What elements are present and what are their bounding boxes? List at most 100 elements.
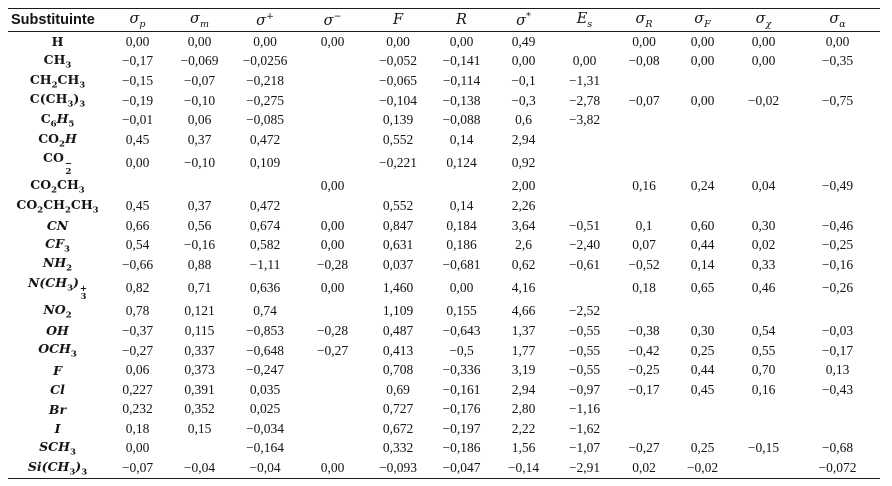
value-cell: 0,65 bbox=[690, 280, 715, 296]
substituent-label: C(CH3)3 bbox=[29, 91, 86, 110]
value-cell: −0,10 bbox=[183, 92, 216, 108]
value-cell: −0,04 bbox=[249, 460, 281, 476]
value-cell: 2,94 bbox=[511, 131, 536, 147]
value-cell: −0,37 bbox=[121, 322, 154, 338]
value-cell: 0,00 bbox=[320, 178, 345, 194]
value-cell: 0,37 bbox=[187, 131, 212, 147]
value-cell bbox=[795, 130, 880, 150]
value-cell: −2,52 bbox=[568, 303, 601, 319]
value-cell: −0,069 bbox=[180, 53, 219, 69]
value-cell: 0,391 bbox=[184, 381, 215, 397]
table-row: Br 0,232 0,352 0,025 0,727 −0,176 2,80 −1,16 bbox=[8, 400, 880, 420]
column-header-substituent: Substituinte bbox=[8, 8, 107, 32]
value-cell: 0,46 bbox=[751, 280, 776, 296]
substituent-label: N(CH3) +3 bbox=[27, 274, 88, 303]
value-cell: 0,227 bbox=[122, 381, 153, 397]
value-cell bbox=[430, 177, 493, 197]
column-header-sigma-plus: σ+ bbox=[231, 8, 299, 32]
value-cell: −0,28 bbox=[316, 322, 349, 338]
value-cell: −0,643 bbox=[442, 322, 481, 338]
table-row: OH −0,37 0,115 −0,853 −0,28 0,487 −0,643 1,37 −0… bbox=[8, 321, 880, 341]
value-cell: 0,025 bbox=[249, 401, 281, 417]
value-cell: 0,631 bbox=[382, 237, 414, 253]
value-cell: −0,275 bbox=[246, 92, 284, 108]
substituent-label: CO −2 bbox=[43, 149, 72, 178]
value-cell: −0,247 bbox=[246, 362, 284, 378]
value-cell bbox=[673, 419, 732, 439]
substituent-label: OH bbox=[46, 323, 69, 339]
value-cell: 2,22 bbox=[511, 420, 536, 436]
column-header-sigma-m: σm bbox=[168, 8, 231, 32]
value-cell: −0,68 bbox=[821, 440, 854, 456]
value-cell: 2,6 bbox=[515, 237, 532, 253]
value-cell bbox=[732, 419, 795, 439]
value-cell: −0,17 bbox=[121, 53, 154, 69]
value-cell: 1,109 bbox=[382, 303, 414, 319]
table-row: CO2CH3 0,00 2,00 0,16 0,24 0,04 −0,49 bbox=[8, 177, 880, 197]
table-row: SCH3 0,00 −0,164 0,332 −0,186 1,56 −1,07 −0,27 0… bbox=[8, 439, 880, 459]
value-cell: 0,00 bbox=[125, 33, 150, 49]
value-cell: −0,164 bbox=[246, 440, 284, 456]
value-cell bbox=[795, 150, 880, 177]
value-cell: −0,221 bbox=[379, 155, 417, 171]
table-row: CH2CH3 −0,15 −0,07 −0,218 −0,065 −0,114 −0,1 −1… bbox=[8, 71, 880, 91]
value-cell: −3,82 bbox=[568, 112, 601, 128]
value-cell: 0,847 bbox=[382, 217, 414, 233]
substituent-label: OCH3 bbox=[38, 341, 77, 360]
table-row: Cl 0,227 0,391 0,035 0,69 −0,161 2,94 −0,97 −0,1… bbox=[8, 380, 880, 400]
value-cell bbox=[732, 71, 795, 91]
value-cell: −0,16 bbox=[183, 237, 216, 253]
value-cell: 0,00 bbox=[320, 460, 345, 476]
value-cell: 0,582 bbox=[249, 237, 281, 253]
value-cell: −0,093 bbox=[379, 460, 417, 476]
table-row: C(CH3)3 −0,19 −0,10 −0,275 −0,104 −0,138 −0,3 −… bbox=[8, 91, 880, 111]
value-cell: 0,18 bbox=[632, 280, 656, 296]
value-cell: 0,00 bbox=[690, 92, 715, 108]
value-cell: −0,15 bbox=[121, 72, 154, 88]
value-cell: 2,26 bbox=[511, 197, 536, 213]
value-cell: 0,035 bbox=[249, 381, 281, 397]
value-cell: 0,04 bbox=[751, 178, 776, 194]
value-cell: 0,00 bbox=[320, 217, 345, 233]
value-cell bbox=[673, 150, 732, 177]
value-cell: 0,332 bbox=[382, 440, 414, 456]
value-cell: 0,66 bbox=[125, 217, 150, 233]
value-cell bbox=[107, 177, 168, 197]
value-cell: −2,40 bbox=[568, 237, 601, 253]
column-header-sigma-R: σR bbox=[615, 8, 673, 32]
value-cell: 1,460 bbox=[382, 280, 414, 296]
value-cell: 0,00 bbox=[386, 33, 410, 49]
value-cell bbox=[673, 196, 732, 216]
value-cell bbox=[795, 400, 880, 420]
value-cell bbox=[299, 71, 366, 91]
value-cell: −0,681 bbox=[442, 256, 481, 272]
value-cell: 0,6 bbox=[515, 112, 532, 128]
value-cell: 2,94 bbox=[511, 381, 536, 397]
value-cell bbox=[615, 419, 673, 439]
table-row: CO2CH2CH3 0,45 0,37 0,472 0,552 0,14 2,26 bbox=[8, 196, 880, 216]
value-cell: −0,138 bbox=[442, 92, 481, 108]
value-cell: 0,74 bbox=[253, 303, 277, 319]
value-cell bbox=[554, 130, 615, 150]
value-cell: −0,27 bbox=[628, 440, 660, 456]
value-cell: 0,00 bbox=[825, 33, 850, 49]
value-cell: −0,51 bbox=[568, 217, 601, 233]
substituent-label: CO2CH2CH3 bbox=[16, 196, 99, 216]
value-cell: −0,27 bbox=[121, 342, 154, 358]
value-cell: −0,5 bbox=[449, 342, 474, 358]
substituent-label: H bbox=[51, 34, 64, 50]
table-body: H 0,00 0,00 0,00 0,00 0,00 0,00 0,49 0,00 0,00 0,0… bbox=[8, 32, 880, 479]
value-cell: −0,15 bbox=[747, 440, 780, 456]
value-cell: 0,60 bbox=[690, 217, 715, 233]
value-cell: 0,00 bbox=[690, 53, 715, 69]
value-cell bbox=[554, 150, 615, 177]
value-cell bbox=[673, 71, 732, 91]
value-cell bbox=[615, 302, 673, 322]
value-cell bbox=[299, 439, 366, 459]
value-cell: 0,636 bbox=[249, 280, 281, 296]
value-cell: −0,648 bbox=[246, 342, 284, 358]
value-cell: −0,03 bbox=[821, 322, 854, 338]
value-cell: −1,07 bbox=[568, 440, 601, 456]
value-cell: −0,61 bbox=[568, 256, 601, 272]
value-cell bbox=[795, 196, 880, 216]
